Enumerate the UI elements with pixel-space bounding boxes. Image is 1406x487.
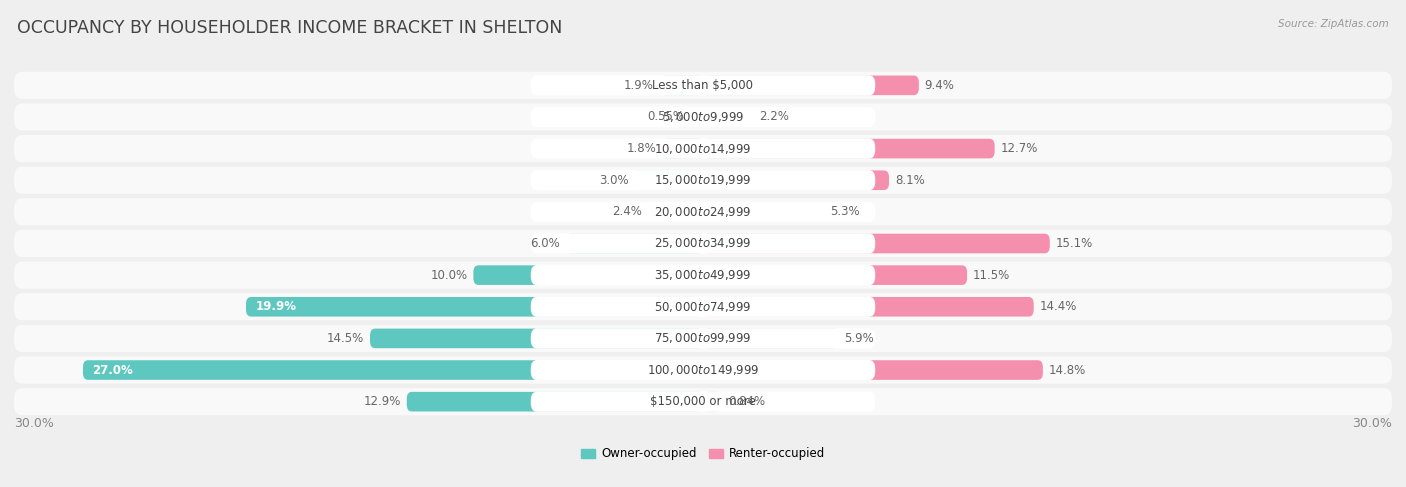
FancyBboxPatch shape <box>703 265 967 285</box>
Text: 30.0%: 30.0% <box>1353 417 1392 430</box>
Text: 6.0%: 6.0% <box>530 237 560 250</box>
Text: 11.5%: 11.5% <box>973 269 1010 281</box>
Text: $75,000 to $99,999: $75,000 to $99,999 <box>654 331 752 345</box>
Text: 1.9%: 1.9% <box>624 79 654 92</box>
FancyBboxPatch shape <box>634 170 703 190</box>
Text: 5.9%: 5.9% <box>844 332 875 345</box>
FancyBboxPatch shape <box>14 230 1392 257</box>
FancyBboxPatch shape <box>703 139 994 158</box>
Text: 3.0%: 3.0% <box>599 174 628 187</box>
FancyBboxPatch shape <box>531 170 875 190</box>
FancyBboxPatch shape <box>531 265 875 285</box>
FancyBboxPatch shape <box>14 262 1392 289</box>
Text: 5.3%: 5.3% <box>831 206 860 218</box>
FancyBboxPatch shape <box>14 325 1392 352</box>
Text: $25,000 to $34,999: $25,000 to $34,999 <box>654 237 752 250</box>
Text: 0.55%: 0.55% <box>648 111 685 124</box>
Text: Source: ZipAtlas.com: Source: ZipAtlas.com <box>1278 19 1389 30</box>
Text: 9.4%: 9.4% <box>925 79 955 92</box>
FancyBboxPatch shape <box>662 139 703 158</box>
Legend: Owner-occupied, Renter-occupied: Owner-occupied, Renter-occupied <box>576 443 830 465</box>
FancyBboxPatch shape <box>14 135 1392 162</box>
FancyBboxPatch shape <box>703 170 889 190</box>
FancyBboxPatch shape <box>83 360 703 380</box>
FancyBboxPatch shape <box>531 202 875 222</box>
FancyBboxPatch shape <box>531 297 875 317</box>
Text: Less than $5,000: Less than $5,000 <box>652 79 754 92</box>
FancyBboxPatch shape <box>531 75 875 95</box>
FancyBboxPatch shape <box>703 360 1043 380</box>
Text: 27.0%: 27.0% <box>93 363 134 376</box>
Text: 12.7%: 12.7% <box>1001 142 1038 155</box>
FancyBboxPatch shape <box>703 297 1033 317</box>
FancyBboxPatch shape <box>14 103 1392 131</box>
FancyBboxPatch shape <box>659 75 703 95</box>
Text: 1.8%: 1.8% <box>626 142 657 155</box>
FancyBboxPatch shape <box>14 72 1392 99</box>
Text: $10,000 to $14,999: $10,000 to $14,999 <box>654 142 752 156</box>
Text: 8.1%: 8.1% <box>894 174 925 187</box>
Text: $20,000 to $24,999: $20,000 to $24,999 <box>654 205 752 219</box>
FancyBboxPatch shape <box>531 138 875 159</box>
Text: $35,000 to $49,999: $35,000 to $49,999 <box>654 268 752 282</box>
FancyBboxPatch shape <box>531 392 875 412</box>
Text: $50,000 to $74,999: $50,000 to $74,999 <box>654 300 752 314</box>
FancyBboxPatch shape <box>14 293 1392 320</box>
Text: 14.4%: 14.4% <box>1039 300 1077 313</box>
Text: $150,000 or more: $150,000 or more <box>650 395 756 408</box>
FancyBboxPatch shape <box>531 360 875 380</box>
FancyBboxPatch shape <box>703 234 1050 253</box>
Text: 12.9%: 12.9% <box>364 395 401 408</box>
FancyBboxPatch shape <box>703 392 723 412</box>
Text: $100,000 to $149,999: $100,000 to $149,999 <box>647 363 759 377</box>
FancyBboxPatch shape <box>474 265 703 285</box>
FancyBboxPatch shape <box>531 107 875 127</box>
FancyBboxPatch shape <box>14 198 1392 225</box>
FancyBboxPatch shape <box>703 329 838 348</box>
FancyBboxPatch shape <box>703 75 920 95</box>
Text: 14.5%: 14.5% <box>328 332 364 345</box>
FancyBboxPatch shape <box>14 356 1392 384</box>
FancyBboxPatch shape <box>565 234 703 253</box>
FancyBboxPatch shape <box>406 392 703 412</box>
FancyBboxPatch shape <box>703 107 754 127</box>
FancyBboxPatch shape <box>370 329 703 348</box>
FancyBboxPatch shape <box>690 107 703 127</box>
FancyBboxPatch shape <box>531 328 875 349</box>
FancyBboxPatch shape <box>648 202 703 222</box>
FancyBboxPatch shape <box>246 297 703 317</box>
Text: 15.1%: 15.1% <box>1056 237 1092 250</box>
Text: 10.0%: 10.0% <box>430 269 468 281</box>
Text: $15,000 to $19,999: $15,000 to $19,999 <box>654 173 752 187</box>
FancyBboxPatch shape <box>14 167 1392 194</box>
FancyBboxPatch shape <box>703 202 825 222</box>
Text: 30.0%: 30.0% <box>14 417 53 430</box>
Text: OCCUPANCY BY HOUSEHOLDER INCOME BRACKET IN SHELTON: OCCUPANCY BY HOUSEHOLDER INCOME BRACKET … <box>17 19 562 37</box>
Text: $5,000 to $9,999: $5,000 to $9,999 <box>662 110 744 124</box>
FancyBboxPatch shape <box>531 233 875 254</box>
Text: 14.8%: 14.8% <box>1049 363 1085 376</box>
Text: 0.84%: 0.84% <box>728 395 765 408</box>
Text: 19.9%: 19.9% <box>256 300 297 313</box>
Text: 2.4%: 2.4% <box>612 206 643 218</box>
FancyBboxPatch shape <box>14 388 1392 415</box>
Text: 2.2%: 2.2% <box>759 111 789 124</box>
